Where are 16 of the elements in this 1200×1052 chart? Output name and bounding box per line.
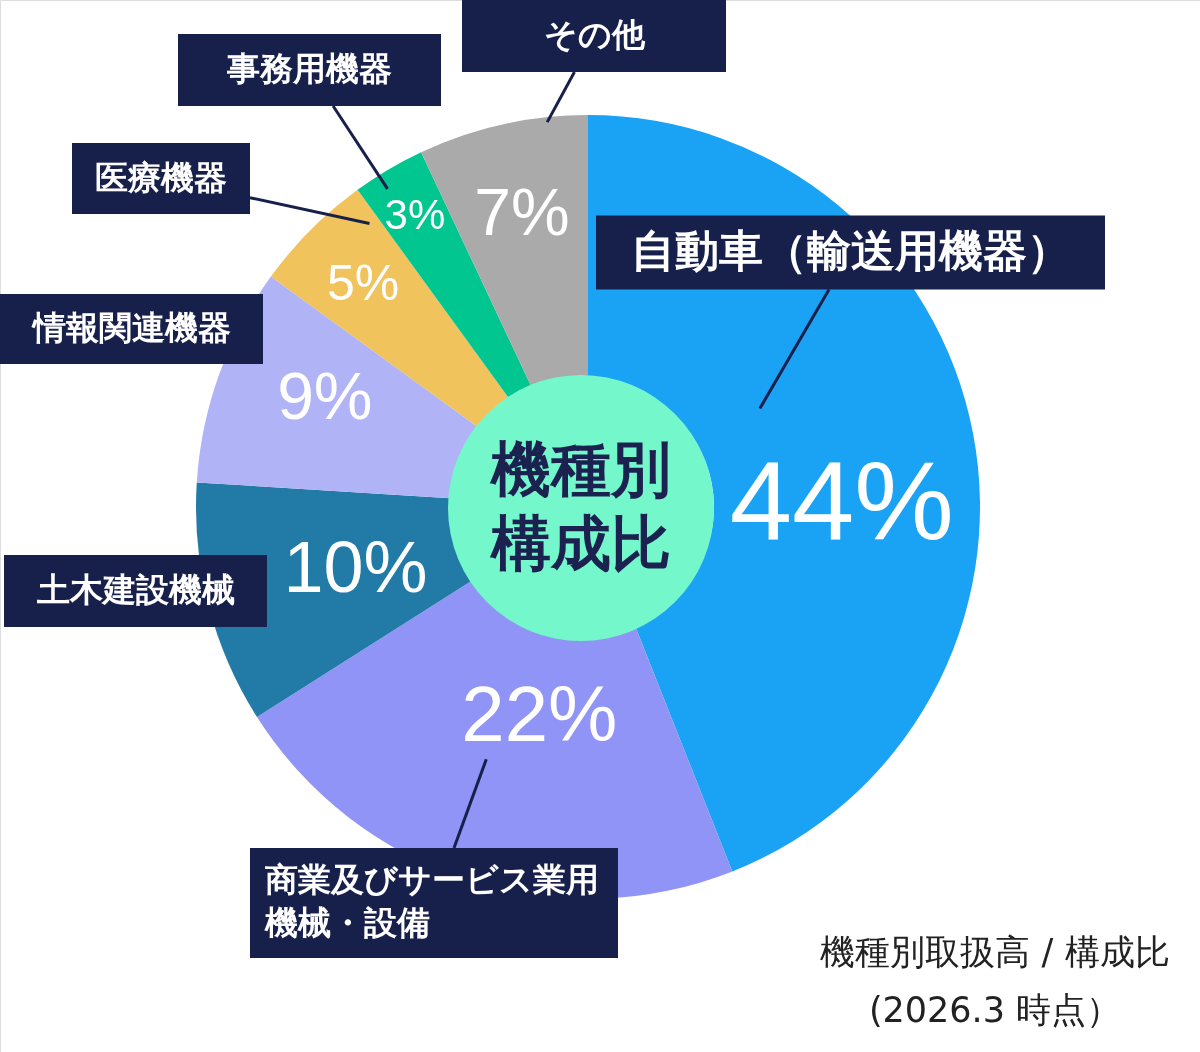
slice-label: その他	[543, 15, 646, 54]
data-label: 22%	[461, 670, 618, 759]
data-label: 3%	[384, 191, 446, 239]
slice-label: 医療機器	[95, 157, 227, 197]
slice-label: 自動車（輸送用機器）	[630, 224, 1071, 276]
data-label: 10%	[283, 527, 428, 608]
slice-label: 商業及びサービス業用機械・設備	[264, 860, 599, 942]
slice-label: 土木建設機械	[35, 570, 235, 609]
slice-label: 情報関連機器	[30, 308, 231, 347]
text: 機種別構成比	[489, 434, 671, 578]
data-label: 44%	[729, 437, 954, 563]
data-label: 9%	[277, 358, 373, 433]
slice-label: 事務用機器	[226, 49, 392, 88]
text: 機種別取扱高 / 構成比 (2026.3 時点）	[820, 932, 1170, 1030]
data-label: 5%	[327, 255, 400, 312]
data-label: 7%	[474, 174, 570, 249]
